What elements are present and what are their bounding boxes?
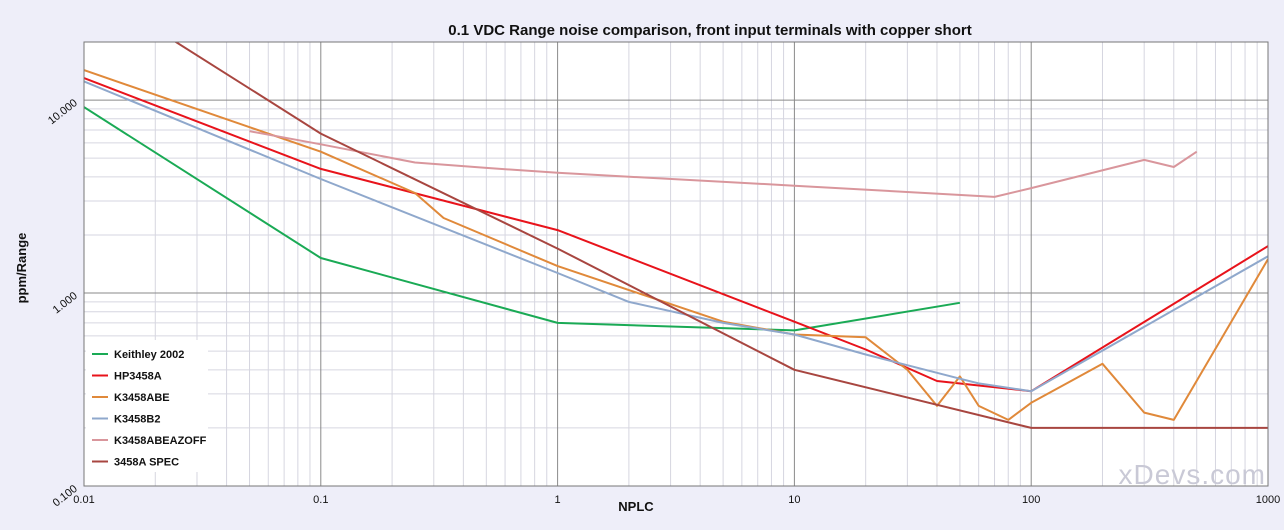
series-line-keithley-2002 bbox=[84, 106, 961, 332]
x-tick-labels: 0.01 0.1 1 10 100 1000 bbox=[73, 494, 1280, 506]
series-line-3458a-spec bbox=[174, 42, 1268, 429]
series-layer bbox=[84, 42, 1268, 429]
legend-entry: K3458ABE bbox=[114, 392, 170, 404]
x-tick-label: 1000 bbox=[1256, 494, 1280, 506]
legend-entry: K3458ABEAZOFF bbox=[114, 435, 207, 447]
x-tick-label: 1 bbox=[555, 494, 561, 506]
plot-border bbox=[83, 41, 1269, 487]
grid-minor bbox=[84, 42, 1268, 486]
series-line-k3458abe bbox=[84, 69, 1268, 421]
x-tick-label: 10 bbox=[788, 494, 800, 506]
series-line-k3458abeazoff bbox=[249, 130, 1198, 198]
legend-entry: K3458B2 bbox=[114, 414, 160, 426]
chart-title: 0.1 VDC Range noise comparison, front in… bbox=[448, 22, 971, 39]
x-tick-label: 0.1 bbox=[313, 494, 328, 506]
series-line-k3458b2 bbox=[84, 80, 1268, 393]
legend-entry: Keithley 2002 bbox=[114, 349, 184, 361]
plot-area bbox=[84, 42, 1268, 486]
legend-entry: HP3458A bbox=[114, 371, 162, 383]
x-tick-label: 0.01 bbox=[73, 494, 94, 506]
legend: Keithley 2002 HP3458A K3458ABE K3458B2 K3458… bbox=[86, 340, 208, 472]
y-tick-label: 1.000 bbox=[51, 290, 80, 316]
y-axis-label: ppm/Range bbox=[14, 233, 29, 304]
legend-box bbox=[86, 340, 208, 472]
x-tick-label: 100 bbox=[1022, 494, 1040, 506]
legend-entry: 3458A SPEC bbox=[114, 457, 179, 469]
x-axis-label: NPLC bbox=[618, 499, 654, 514]
watermark: xDevs.com bbox=[1119, 459, 1266, 490]
y-tick-label: 10.000 bbox=[46, 97, 80, 127]
